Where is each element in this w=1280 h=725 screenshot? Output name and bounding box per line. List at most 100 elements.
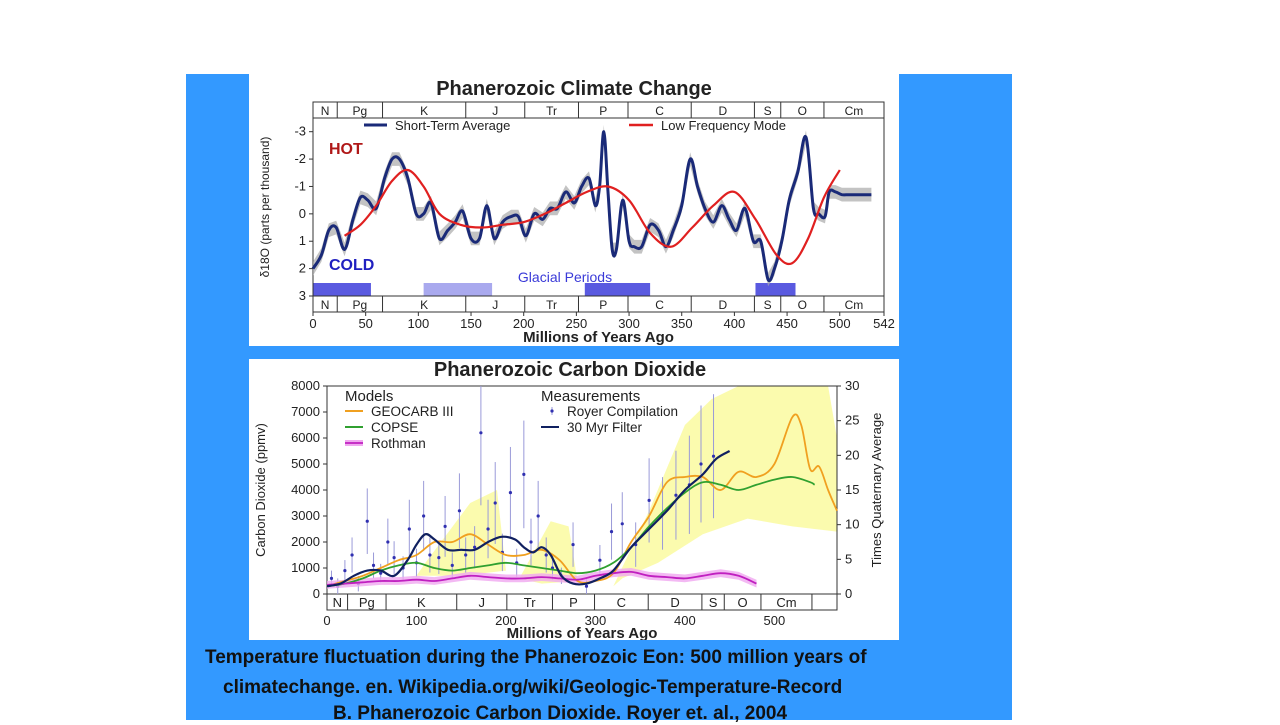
legend-label-short-term: Short-Term Average [395,118,510,133]
royer-data-point [479,431,483,435]
period-label: P [569,595,578,610]
period-label: K [420,104,428,118]
legend-label-low-frequency: Low Frequency Mode [661,118,786,133]
royer-data-point [536,514,540,518]
period-label: C [655,298,664,312]
royer-data-point [422,514,426,518]
glacial-period-bar [313,283,371,296]
royer-data-point [571,543,575,547]
x-tick-label: 300 [585,613,607,628]
climate-change-plot: Phanerozoic Climate Change N Pg K J Tr P C D S O Cm… [258,78,895,346]
plot-frame [312,117,885,297]
x-tick-label: 250 [566,316,588,331]
period-label: O [798,298,807,312]
y-tick-label: -3 [294,124,306,139]
y-tick-label: 1 [299,233,306,248]
caption-line-2: climatechange. en. Wikipedia.org/wiki/Ge… [223,677,843,698]
royer-data-point [584,584,589,588]
period-label: D [718,104,727,118]
y-tick-label: 4000 [291,482,320,497]
x-tick-label: 400 [674,613,696,628]
y-tick-label: 8000 [291,378,320,393]
y-tick-label: 7000 [291,404,320,419]
y-tick-label: 1000 [291,560,320,575]
royer-data-point [329,576,334,580]
period-label: Cm [845,298,864,312]
period-label: D [718,298,727,312]
period-label: S [709,595,718,610]
x-tick-label: 350 [671,316,693,331]
y-tick-label: 3 [299,288,306,303]
y-tick-label: 0 [299,206,306,221]
period-label: Cm [845,104,864,118]
30-myr-filter-line [326,450,731,588]
glacial-period-bar [755,283,796,296]
royer-data-point [609,530,614,534]
glacial-periods-label: Glacial Periods [518,269,612,285]
period-label: Pg [353,104,368,118]
period-label: J [492,104,498,118]
period-label: Pg [353,298,368,312]
y2-tick-label: 10 [845,517,859,532]
x-tick-label: 100 [407,316,429,331]
x-axis-label: Millions of Years Ago [507,625,658,640]
y-axis-label: δ18O (parts per thousand) [258,137,272,278]
period-label: D [670,595,679,610]
y2-tick-label: 15 [845,482,859,497]
climate-change-chart: Phanerozoic Climate Change N Pg K J Tr P C D S O Cm… [249,74,899,346]
short-term-average-line [311,130,872,283]
period-label: Pg [359,595,375,610]
x-axis-label: Millions of Years Ago [523,329,674,346]
glacial-period-bar [423,283,493,296]
royer-data-point [522,472,526,476]
legend-heading-measurements: Measurements [541,388,640,405]
x-tick-label: 450 [776,316,798,331]
x-tick-label: 500 [764,613,786,628]
period-label: N [333,595,342,610]
legend-label: GEOCARB III [371,404,454,419]
period-label: S [764,298,772,312]
rothman-line [326,570,757,586]
royer-data-point [473,545,477,549]
royer-data-point [674,493,678,497]
period-label: Cm [776,595,796,610]
period-label: Tr [524,595,536,610]
royer-data-point [464,553,468,557]
chart-title: Phanerozoic Climate Change [436,78,712,100]
period-label: O [738,595,748,610]
caption-line-3: B. Phanerozoic Carbon Dioxide. Royer et.… [333,703,788,724]
period-label: P [599,298,607,312]
short-term-uncertainty-band [313,124,872,287]
cold-label: COLD [329,257,374,274]
carbon-dioxide-chart: Phanerozoic Carbon Dioxide 0 1000 2000 3000 4… [249,359,899,642]
legend-heading-models: Models [345,388,393,405]
y2-tick-label: 5 [845,551,852,566]
royer-data-point [343,569,347,573]
legend-label: 30 Myr Filter [567,420,643,435]
royer-data-point [711,454,716,458]
y-tick-label: -2 [294,151,306,166]
period-label: C [617,595,626,610]
geocarb-iii-line [326,413,838,588]
x-tick-label: 500 [829,316,851,331]
royer-data-point [443,524,447,528]
period-label: N [321,298,330,312]
royer-data-point [493,501,497,505]
x-tick-label: 0 [323,613,330,628]
period-strip [326,593,838,611]
royer-data-point [450,563,454,567]
royer-data-point [486,527,490,531]
y-tick-label: 2 [299,261,306,276]
period-label: Tr [546,104,557,118]
legend-swatch-royer-point [550,409,554,413]
royer-data-point [428,553,432,557]
royer-data-point [699,462,703,466]
royer-data-point [371,563,376,567]
royer-data-point [350,553,354,557]
x-tick-label: 100 [406,613,428,628]
hot-label: HOT [329,141,363,158]
legend-label: Royer Compilation [567,404,678,419]
period-label: K [417,595,426,610]
y-tick-label: 0 [313,586,320,601]
x-tick-label: 542 [873,316,895,331]
